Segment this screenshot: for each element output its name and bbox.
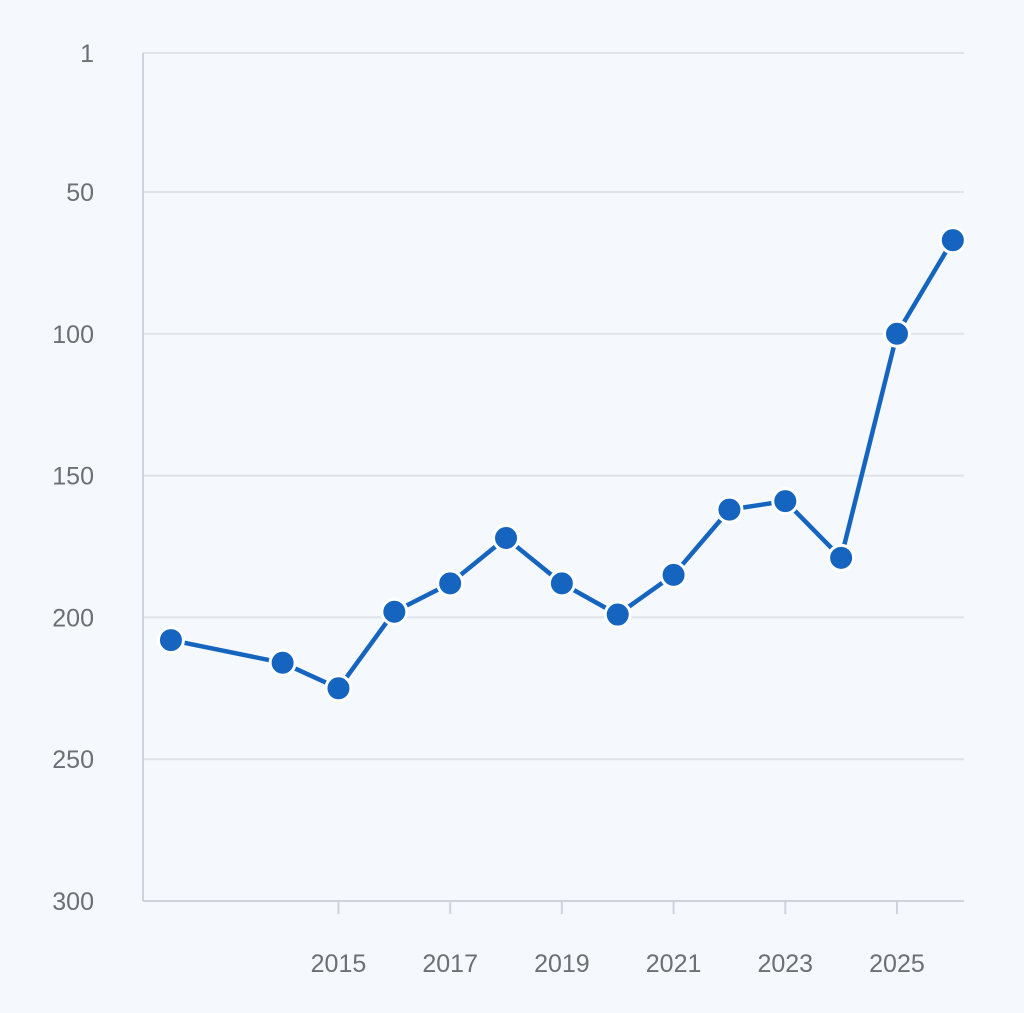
- data-point-2024[interactable]: [827, 543, 856, 572]
- data-point-2019[interactable]: [547, 569, 576, 598]
- x-tick-label: 2019: [534, 950, 590, 978]
- y-tick-label: 300: [52, 888, 94, 916]
- x-tick-label: 2017: [422, 950, 478, 978]
- y-tick-label: 250: [52, 746, 94, 774]
- y-tick-label: 50: [66, 179, 94, 207]
- data-point-2018[interactable]: [492, 523, 521, 552]
- data-point-2026[interactable]: [938, 226, 967, 255]
- x-tick-label: 2021: [646, 950, 702, 978]
- series-line: [168, 237, 956, 691]
- x-tick-label: 2015: [311, 950, 367, 978]
- data-point-2021[interactable]: [659, 560, 688, 589]
- data-point-2015[interactable]: [324, 674, 353, 703]
- data-point-2022[interactable]: [715, 495, 744, 524]
- series-layer: [156, 226, 967, 703]
- data-point-2012[interactable]: [156, 626, 185, 655]
- axes: [142, 53, 898, 914]
- data-point-2023[interactable]: [771, 487, 800, 516]
- x-tick-labels: 2015 2017 2019 2021 2023 2025: [311, 950, 925, 978]
- y-tick-label: 1: [80, 40, 94, 68]
- y-tick-label: 100: [52, 321, 94, 349]
- data-point-2016[interactable]: [380, 597, 409, 626]
- data-point-2017[interactable]: [436, 569, 465, 598]
- grid-lines: [143, 52, 964, 902]
- data-point-2014[interactable]: [268, 648, 297, 677]
- data-point-2025[interactable]: [882, 319, 911, 348]
- x-tick-label: 2025: [869, 950, 925, 978]
- y-tick-label: 200: [52, 604, 94, 632]
- x-tick-label: 2023: [757, 950, 813, 978]
- data-point-2020[interactable]: [603, 600, 632, 629]
- y-tick-label: 150: [52, 463, 94, 491]
